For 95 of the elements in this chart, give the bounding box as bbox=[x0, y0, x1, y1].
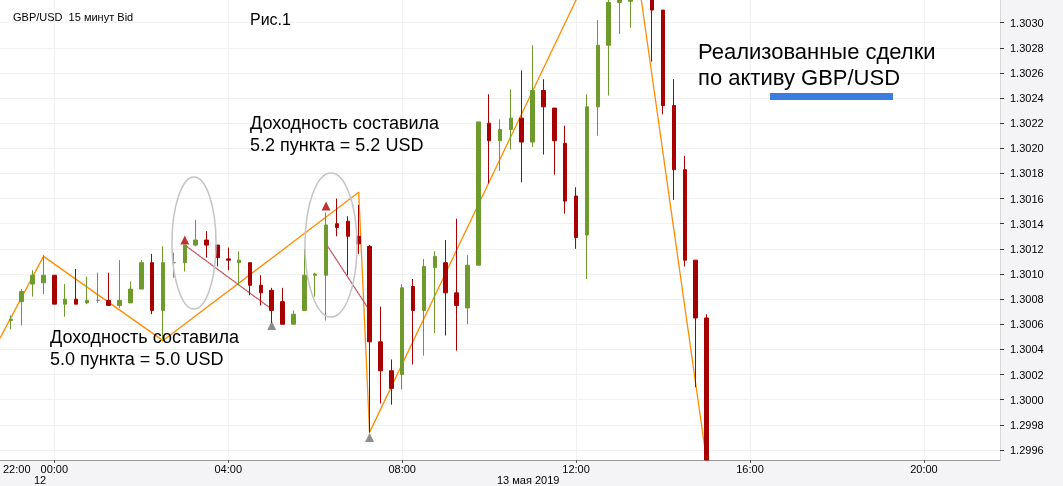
candlestick bbox=[628, 0, 633, 29]
candlestick bbox=[193, 219, 198, 247]
candlestick bbox=[704, 313, 709, 461]
y-tick-label: 1.2998 bbox=[1010, 418, 1044, 431]
candlestick bbox=[346, 215, 350, 276]
candlestick bbox=[683, 155, 687, 267]
candlestick bbox=[335, 198, 339, 237]
candlestick bbox=[237, 250, 241, 286]
candlestick bbox=[63, 283, 67, 318]
annotation: Рис.1 bbox=[250, 11, 292, 28]
y-tick-label: 1.3014 bbox=[1010, 217, 1044, 230]
candlestick bbox=[117, 259, 122, 309]
candlestick bbox=[693, 259, 698, 388]
x-tick-label: 04:00 bbox=[214, 462, 243, 475]
candlestick bbox=[454, 218, 459, 352]
candlestick bbox=[74, 268, 78, 305]
candlestick bbox=[487, 93, 491, 184]
y-tick-label: 1.3004 bbox=[1010, 343, 1044, 356]
point bbox=[180, 235, 190, 245]
candlestick bbox=[530, 44, 535, 148]
y-tick-label: 1.3024 bbox=[1010, 92, 1044, 105]
candlestick bbox=[574, 186, 578, 250]
x-tick-label: 16:00 bbox=[736, 462, 764, 475]
candlestick bbox=[498, 118, 502, 172]
annotation: Доходность составила 5.0 пункта = 5.0 USD bbox=[50, 327, 241, 369]
y-tick-label: 1.3006 bbox=[1010, 318, 1044, 331]
y-tick-label: 1.3010 bbox=[1010, 267, 1044, 280]
candlestick bbox=[519, 69, 524, 183]
candlestick bbox=[617, 0, 622, 35]
candlestick bbox=[661, 9, 665, 115]
candlestick bbox=[389, 358, 394, 406]
point bbox=[267, 321, 277, 331]
candlestick bbox=[400, 283, 404, 391]
candlestick bbox=[248, 262, 252, 296]
candlestick bbox=[183, 244, 187, 272]
candlestick bbox=[476, 121, 481, 266]
candlestick bbox=[563, 125, 567, 215]
y-tick-label: 1.3026 bbox=[1010, 66, 1044, 79]
candlestick bbox=[280, 287, 285, 325]
y-tick-label: 1.3030 bbox=[1010, 16, 1044, 29]
y-tick-label: 1.3012 bbox=[1010, 242, 1044, 255]
y-tick-label: 1.3000 bbox=[1010, 393, 1044, 406]
x-tick-label: 12:00 bbox=[562, 462, 590, 475]
y-tick-label: 1.2996 bbox=[1010, 443, 1044, 456]
candlestick bbox=[41, 254, 46, 295]
candlestick bbox=[422, 258, 426, 357]
candlestick bbox=[465, 254, 470, 325]
text: GBP/USD 15 минут Bid bbox=[13, 10, 134, 23]
candlestick bbox=[606, 0, 611, 97]
text: 22:00 bbox=[3, 462, 31, 475]
text: 13 мая 2019 bbox=[497, 473, 560, 486]
y-tick-label: 1.3022 bbox=[1010, 117, 1044, 130]
candlestick bbox=[52, 274, 57, 305]
y-tick-label: 1.3016 bbox=[1010, 192, 1044, 205]
text: 12 bbox=[34, 473, 47, 486]
candlestick bbox=[204, 230, 209, 259]
x-tick-label: 00:00 bbox=[40, 462, 69, 475]
y-tick-label: 1.3008 bbox=[1010, 293, 1044, 306]
candlestick bbox=[411, 278, 415, 365]
annotation: Доходность составила 5.2 пункта = 5.2 USD bbox=[250, 113, 441, 155]
candlestick bbox=[139, 259, 144, 290]
candlestick bbox=[150, 253, 154, 315]
candlestick bbox=[650, 0, 654, 63]
candlestick bbox=[128, 281, 133, 304]
candlestick bbox=[367, 244, 372, 433]
candlestick bbox=[552, 107, 557, 176]
candlestick bbox=[313, 272, 317, 298]
y-tick-label: 1.3020 bbox=[1010, 142, 1044, 155]
candlestick bbox=[30, 269, 35, 298]
point bbox=[321, 201, 331, 211]
candlestick bbox=[378, 306, 383, 404]
annotation: Реализованные сделки по активу GBP/USD bbox=[698, 38, 936, 90]
candlestick bbox=[356, 204, 361, 255]
candlestick bbox=[585, 93, 589, 280]
x-tick-label: 20:00 bbox=[910, 462, 938, 475]
y-tick-label: 1.3002 bbox=[1010, 368, 1044, 381]
candlestick bbox=[85, 276, 89, 305]
candlestick bbox=[596, 19, 600, 137]
candlestick bbox=[541, 78, 546, 156]
candlestick bbox=[324, 211, 328, 321]
candlestick bbox=[106, 272, 111, 306]
candlestick bbox=[672, 78, 676, 201]
candlestick bbox=[433, 250, 437, 334]
candlestick bbox=[291, 309, 296, 325]
y-tick-label: 1.3028 bbox=[1010, 41, 1044, 54]
candlestick bbox=[509, 88, 513, 151]
y-tick-label: 1.3018 bbox=[1010, 167, 1044, 180]
candlestick bbox=[96, 272, 100, 304]
candlestick bbox=[259, 274, 263, 306]
point bbox=[365, 432, 375, 442]
candlestick bbox=[19, 288, 24, 327]
candlestick bbox=[9, 314, 13, 330]
x-tick-label: 08:00 bbox=[388, 462, 416, 475]
candlestick bbox=[226, 247, 231, 271]
candlestick bbox=[443, 239, 448, 337]
